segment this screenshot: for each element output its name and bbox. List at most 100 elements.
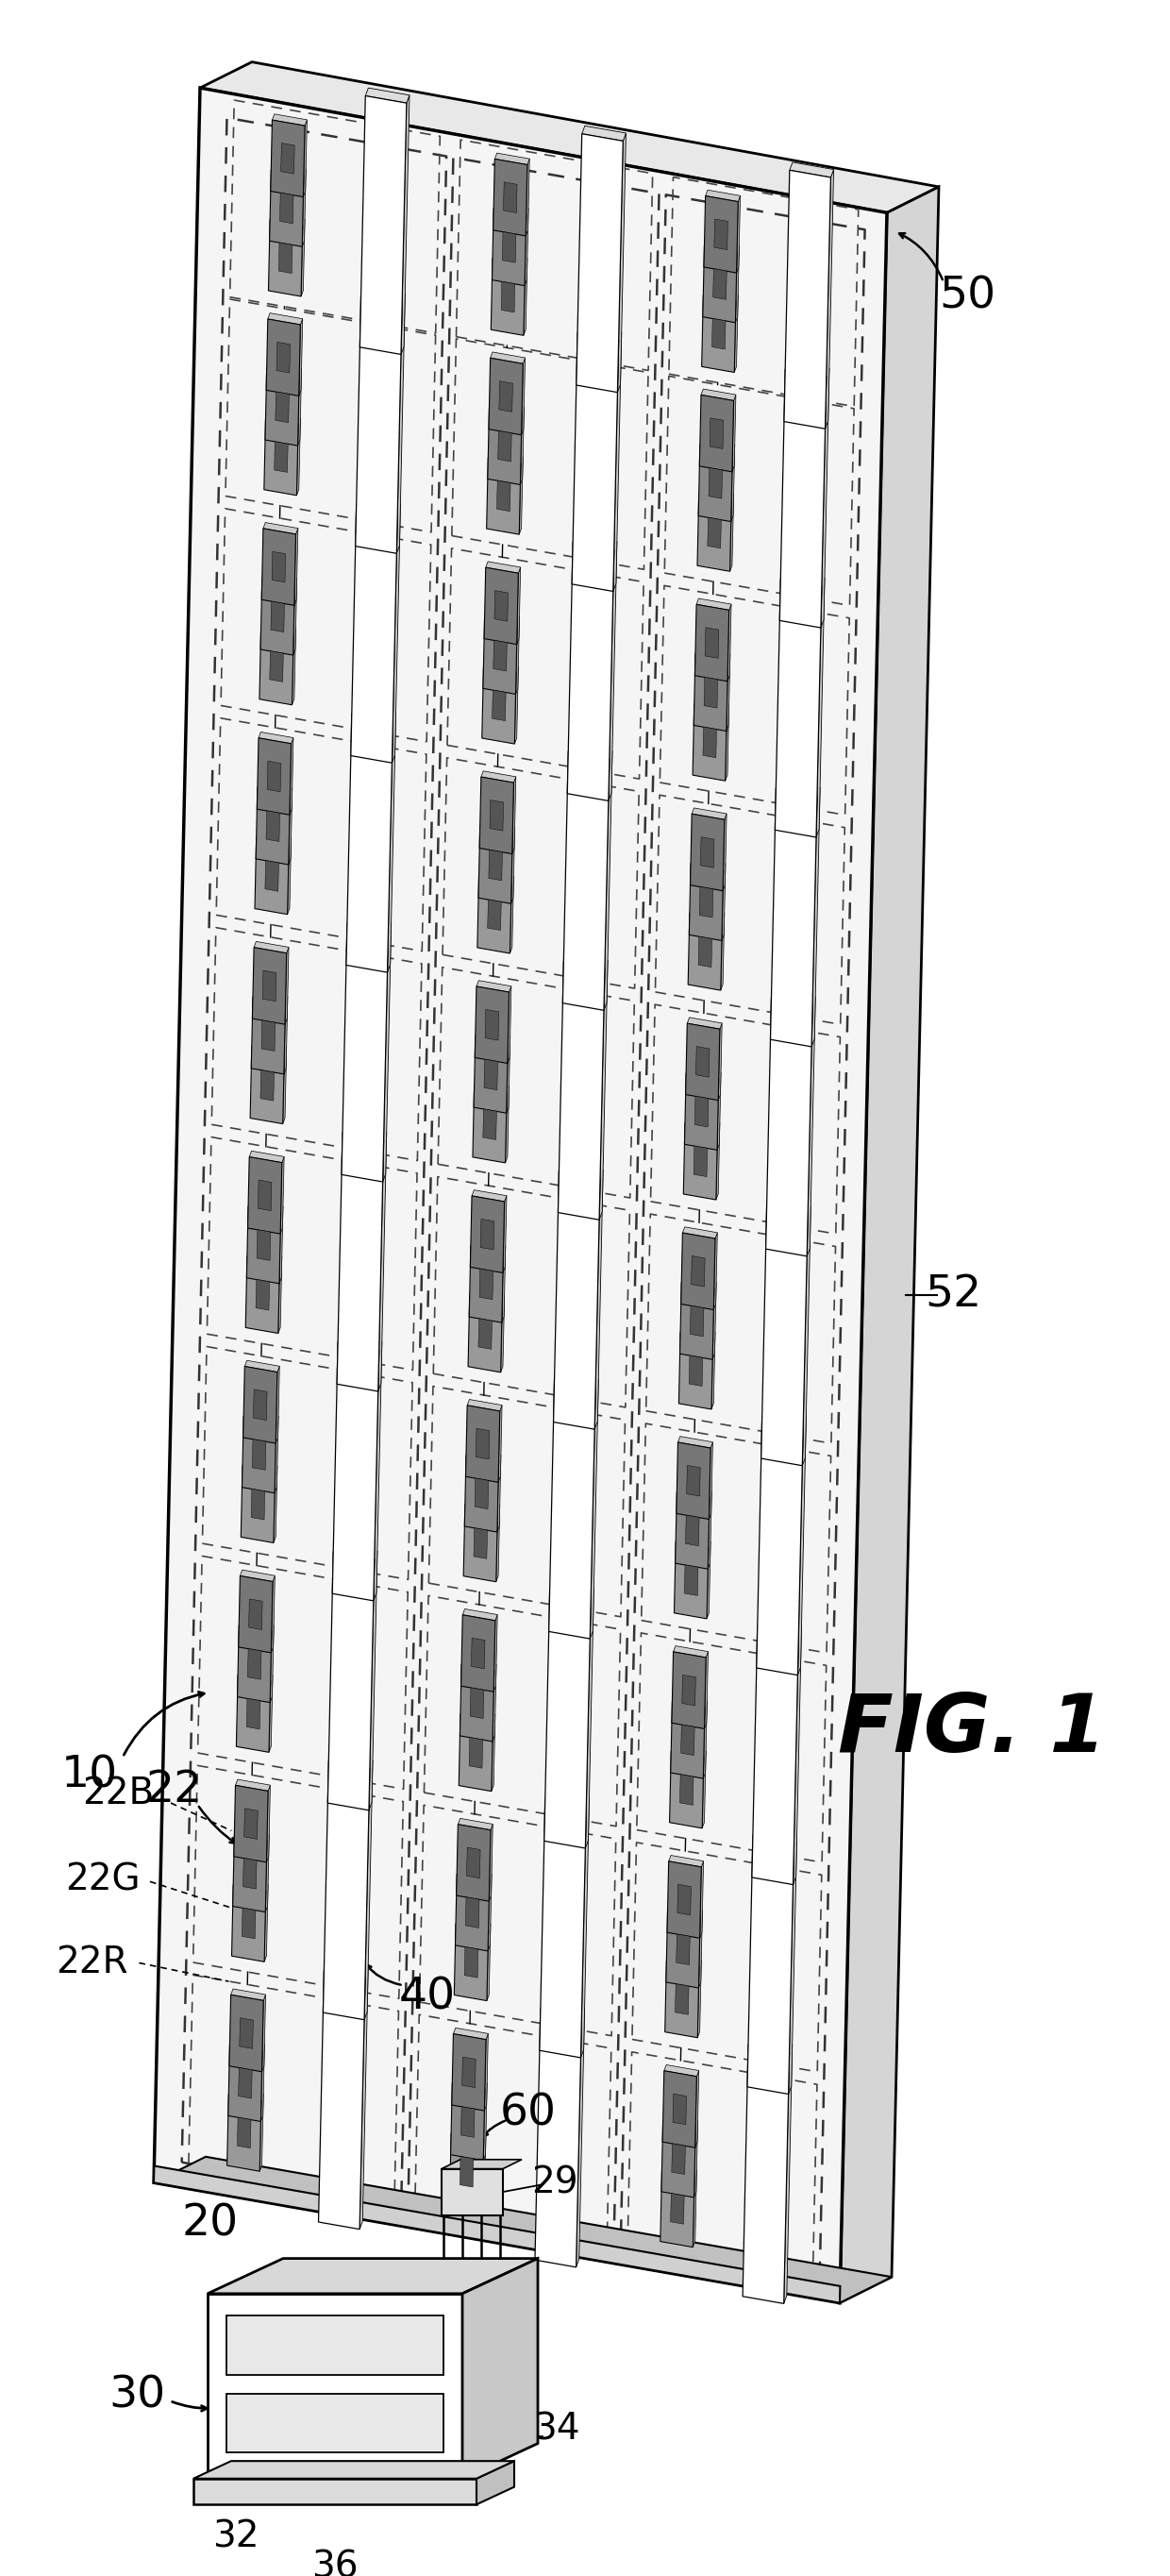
Polygon shape <box>665 2066 698 2076</box>
Polygon shape <box>696 1046 709 1077</box>
Polygon shape <box>757 1618 801 1633</box>
Polygon shape <box>239 2069 252 2099</box>
Polygon shape <box>481 770 516 783</box>
Polygon shape <box>498 1404 502 1481</box>
Polygon shape <box>672 1651 706 1728</box>
Polygon shape <box>452 2128 486 2138</box>
Polygon shape <box>229 1994 263 2071</box>
Polygon shape <box>269 652 283 683</box>
Polygon shape <box>369 1551 378 1811</box>
Text: 22R: 22R <box>56 1945 128 1981</box>
Polygon shape <box>460 2156 474 2187</box>
Polygon shape <box>701 837 714 868</box>
Text: 30: 30 <box>109 2375 165 2416</box>
Polygon shape <box>735 296 738 374</box>
Polygon shape <box>690 1306 704 1337</box>
Polygon shape <box>687 1466 701 1497</box>
Polygon shape <box>488 407 522 484</box>
Polygon shape <box>233 1834 267 1911</box>
Polygon shape <box>695 649 730 659</box>
Polygon shape <box>249 1151 284 1162</box>
Polygon shape <box>248 1157 282 1234</box>
Bar <box>193 2478 476 2504</box>
Polygon shape <box>564 953 607 969</box>
Polygon shape <box>253 948 287 1025</box>
Polygon shape <box>484 2032 488 2110</box>
Polygon shape <box>480 1270 493 1298</box>
Polygon shape <box>522 358 525 435</box>
Polygon shape <box>689 1355 703 1386</box>
Polygon shape <box>708 1492 711 1569</box>
Polygon shape <box>257 1229 270 1260</box>
Polygon shape <box>255 837 289 914</box>
Polygon shape <box>563 752 610 1010</box>
Polygon shape <box>711 319 725 350</box>
Polygon shape <box>284 997 288 1074</box>
Polygon shape <box>702 1752 706 1829</box>
Polygon shape <box>276 343 290 374</box>
Polygon shape <box>700 394 734 471</box>
Polygon shape <box>684 1118 720 1128</box>
Polygon shape <box>473 1087 507 1162</box>
Polygon shape <box>545 1790 590 1806</box>
Polygon shape <box>752 1625 799 1886</box>
Polygon shape <box>688 914 722 989</box>
Polygon shape <box>502 232 516 263</box>
Polygon shape <box>362 286 405 301</box>
Polygon shape <box>697 495 731 572</box>
Polygon shape <box>464 1947 479 1978</box>
Polygon shape <box>661 2120 696 2197</box>
Polygon shape <box>262 572 297 585</box>
Polygon shape <box>673 1695 707 1708</box>
Polygon shape <box>736 245 739 322</box>
Polygon shape <box>559 1162 603 1177</box>
Polygon shape <box>268 219 303 296</box>
Polygon shape <box>252 1041 287 1054</box>
Text: FIG. 1: FIG. 1 <box>838 1690 1106 1770</box>
Text: 32: 32 <box>213 2519 260 2555</box>
Polygon shape <box>489 850 502 881</box>
Polygon shape <box>441 2159 522 2169</box>
Polygon shape <box>236 1674 270 1752</box>
Polygon shape <box>264 417 298 495</box>
Polygon shape <box>771 989 815 1005</box>
Polygon shape <box>462 1610 497 1620</box>
Polygon shape <box>249 1600 262 1631</box>
Polygon shape <box>553 1170 600 1430</box>
Bar <box>207 2293 462 2478</box>
Polygon shape <box>479 827 512 904</box>
Polygon shape <box>500 381 512 412</box>
Polygon shape <box>294 528 298 605</box>
Polygon shape <box>476 1430 489 1458</box>
Polygon shape <box>346 714 393 971</box>
Polygon shape <box>780 572 825 585</box>
Polygon shape <box>672 2143 686 2174</box>
Polygon shape <box>470 1687 484 1718</box>
Polygon shape <box>360 95 406 355</box>
Polygon shape <box>723 814 727 891</box>
Polygon shape <box>704 240 739 252</box>
Polygon shape <box>713 268 727 299</box>
Polygon shape <box>259 1180 271 1211</box>
Polygon shape <box>278 1257 282 1334</box>
Polygon shape <box>698 489 734 500</box>
Text: 36: 36 <box>311 2550 358 2576</box>
Polygon shape <box>521 407 524 484</box>
Polygon shape <box>229 2038 264 2050</box>
Polygon shape <box>697 1960 701 2038</box>
Polygon shape <box>672 1747 706 1757</box>
Polygon shape <box>240 1569 275 1582</box>
Polygon shape <box>452 2035 486 2110</box>
Polygon shape <box>475 987 509 1064</box>
Polygon shape <box>332 1342 379 1600</box>
Polygon shape <box>727 654 730 732</box>
Polygon shape <box>709 1443 713 1520</box>
Polygon shape <box>297 417 301 495</box>
Polygon shape <box>683 1123 717 1200</box>
Polygon shape <box>193 2460 515 2478</box>
Polygon shape <box>743 2045 790 2303</box>
Polygon shape <box>401 95 410 355</box>
Text: 29: 29 <box>531 2164 578 2200</box>
Polygon shape <box>245 1360 280 1373</box>
Polygon shape <box>456 1868 491 1880</box>
